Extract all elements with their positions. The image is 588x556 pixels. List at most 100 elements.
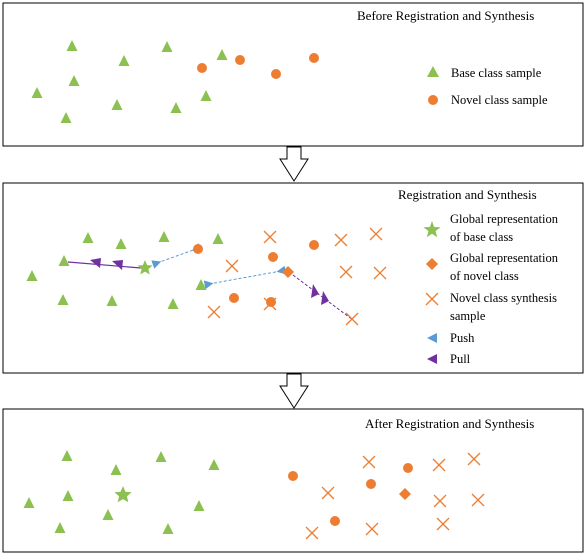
novel-sample-circle: [193, 244, 203, 254]
pull-arrow-icon: [90, 258, 101, 268]
base-sample-triangle: [23, 497, 35, 508]
legend-global-novel-label-2: of novel class: [450, 269, 519, 283]
synthesis-sample-cross: [433, 494, 447, 508]
panel-registration-title: Registration and Synthesis: [398, 187, 537, 202]
base-sample-triangle: [82, 232, 94, 243]
legend-global-novel: Global representation of novel class: [426, 251, 559, 283]
base-sample-triangle: [31, 87, 43, 98]
base-sample-triangle: [60, 112, 72, 123]
base-sample-triangle: [68, 75, 80, 86]
synthesis-sample-cross: [373, 266, 387, 280]
cross-marker-icon: [425, 292, 439, 306]
novel-sample-circle: [309, 240, 319, 250]
synthesis-sample-cross: [207, 305, 221, 319]
circle-marker-icon: [428, 95, 438, 105]
synthesis-sample-cross: [225, 259, 239, 273]
synthesis-sample-cross: [471, 493, 485, 507]
panel-registration-frame: [2, 182, 584, 374]
legend-pull: Pull: [427, 352, 471, 366]
base-sample-triangle: [193, 500, 205, 511]
push-arrow-base-novel: [151, 243, 202, 269]
synthesis-sample-cross: [345, 312, 359, 326]
synthesis-sample-cross: [369, 227, 383, 241]
base-sample-triangle: [106, 295, 118, 306]
synthesis-sample-cross: [432, 458, 446, 472]
push-arrow-novel-base: [203, 265, 287, 290]
base-sample-triangle: [66, 40, 78, 51]
novel-sample-circle: [235, 55, 245, 65]
novel-sample-circle: [309, 53, 319, 63]
base-sample-triangle: [161, 41, 173, 52]
novel-sample-circle: [271, 69, 281, 79]
novel-sample-circle: [266, 297, 276, 307]
synthesis-sample-cross: [263, 230, 277, 244]
legend-pull-label: Pull: [450, 352, 471, 366]
panel-before-frame: [2, 2, 584, 147]
legend-novel-sample: Novel class sample: [428, 93, 548, 107]
base-sample-triangle: [158, 231, 170, 242]
base-sample-triangle: [58, 255, 70, 266]
pull-arrow-icon: [427, 354, 437, 364]
base-sample-triangle: [212, 233, 224, 244]
base-sample-triangle: [26, 270, 38, 281]
base-sample-triangle: [61, 450, 73, 461]
legend-push-label: Push: [450, 331, 475, 345]
triangle-marker-icon: [427, 66, 439, 77]
pull-arrow-icon: [321, 291, 329, 305]
base-sample-triangle: [162, 523, 174, 534]
base-sample-triangle: [216, 49, 228, 60]
panel-before-title: Before Registration and Synthesis: [357, 8, 534, 23]
legend-base-sample: Base class sample: [427, 66, 542, 80]
novel-sample-circle: [330, 516, 340, 526]
synthesis-sample-cross: [467, 452, 481, 466]
synthesis-sample-cross: [321, 486, 335, 500]
base-sample-triangle: [111, 99, 123, 110]
down-arrow-icon: [279, 373, 309, 409]
global-novel-diamond: [399, 488, 411, 500]
novel-sample-circle: [366, 479, 376, 489]
legend-synthesis-label-2: sample: [450, 309, 486, 323]
base-sample-triangle: [195, 279, 207, 290]
synthesis-sample-cross: [334, 233, 348, 247]
synthesis-sample-cross: [305, 526, 319, 540]
base-sample-triangle: [208, 459, 220, 470]
synthesis-sample-cross: [263, 297, 277, 311]
push-arrow-icon: [427, 333, 437, 343]
pull-arrow-icon: [311, 284, 319, 298]
novel-sample-circle: [229, 293, 239, 303]
synthesis-sample-cross: [436, 517, 450, 531]
legend-global-novel-label-1: Global representation: [450, 251, 559, 265]
base-sample-triangle: [102, 509, 114, 520]
synthesis-sample-cross: [339, 265, 353, 279]
base-sample-triangle: [170, 102, 182, 113]
legend-base-label: Base class sample: [451, 66, 542, 80]
down-arrow-icon: [279, 146, 309, 182]
pull-arrow-novel-line: [288, 271, 354, 321]
pull-arrow-icon: [112, 260, 123, 270]
global-base-star: [114, 486, 132, 503]
synthesis-sample-cross: [362, 455, 376, 469]
legend-novel-label: Novel class sample: [451, 93, 548, 107]
base-sample-triangle: [167, 298, 179, 309]
novel-sample-circle: [403, 463, 413, 473]
base-sample-triangle: [200, 90, 212, 101]
novel-sample-circle: [197, 63, 207, 73]
panel-after-frame: [2, 408, 584, 553]
novel-sample-circle: [288, 471, 298, 481]
pull-arrow-base-line: [67, 261, 142, 269]
sample-marks: [23, 40, 485, 540]
global-novel-diamond: [282, 266, 294, 278]
base-sample-triangle: [62, 490, 74, 501]
legend-synthesis-label-1: Novel class synthesis: [450, 291, 557, 305]
diamond-marker-icon: [426, 258, 438, 270]
panel-after-title: After Registration and Synthesis: [365, 416, 534, 431]
legend-global-base-label-1: Global representation: [450, 212, 559, 226]
global-base-star: [137, 260, 153, 275]
star-marker-icon: [423, 221, 441, 238]
legend-global-base: Global representation of base class: [423, 212, 559, 244]
base-sample-triangle: [57, 294, 69, 305]
base-sample-triangle: [54, 522, 66, 533]
base-sample-triangle: [110, 464, 122, 475]
base-sample-triangle: [118, 55, 130, 66]
